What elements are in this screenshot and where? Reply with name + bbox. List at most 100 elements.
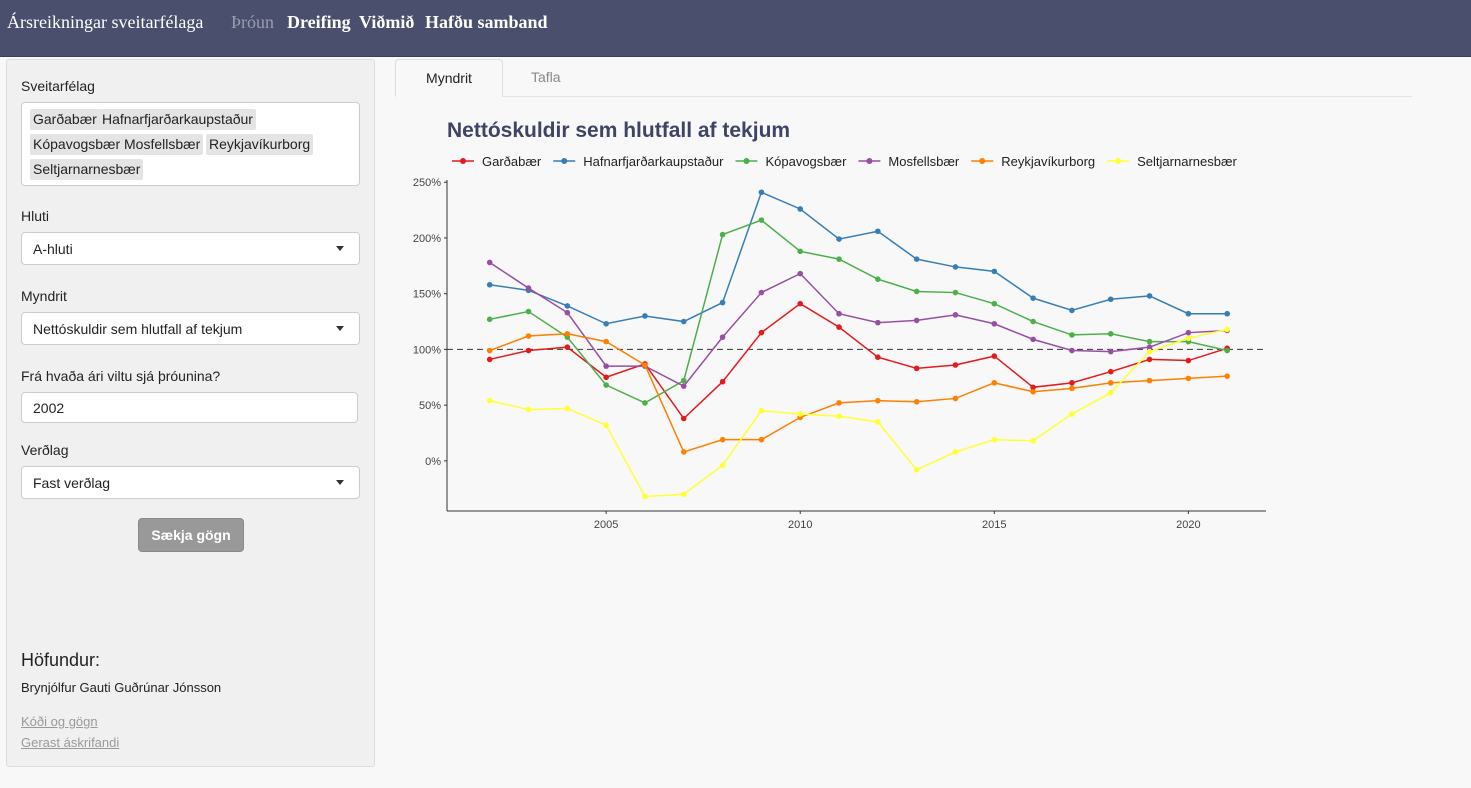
y-tick-label: 250% <box>413 177 441 189</box>
nav-item-throun[interactable]: Þróun <box>231 12 275 32</box>
data-point <box>486 316 493 323</box>
data-point <box>913 317 920 324</box>
data-point <box>991 436 998 443</box>
data-point <box>1146 344 1153 350</box>
data-point <box>525 406 532 413</box>
data-point <box>642 493 648 500</box>
data-point <box>875 276 881 282</box>
municipality-chip[interactable]: Mosfellsbær <box>121 134 204 155</box>
nav-item-vidmid[interactable]: Viðmið <box>359 12 415 32</box>
part-select[interactable]: A-hluti <box>21 232 360 265</box>
x-tick-label: 2010 <box>788 519 812 531</box>
municipality-chip[interactable]: Seltjarnarnesbær <box>30 159 144 180</box>
data-point <box>1069 385 1075 392</box>
data-point <box>564 344 571 350</box>
series-line <box>489 328 1228 498</box>
data-point <box>1107 390 1114 396</box>
data-point <box>1069 332 1075 338</box>
data-point <box>1107 380 1114 386</box>
data-point <box>1185 357 1192 364</box>
data-point <box>525 308 532 315</box>
data-point <box>952 395 959 402</box>
municipality-chip[interactable]: Reykjavíkurborg <box>206 134 314 155</box>
nav-item-dreifing[interactable]: Dreifing <box>287 12 351 32</box>
legend-entry: Mosfellsbær <box>888 154 959 169</box>
data-point <box>1224 373 1230 379</box>
data-point <box>1146 356 1153 363</box>
data-point <box>564 309 571 316</box>
plot-select[interactable]: Nettóskuldir sem hlutfall af tekjum <box>21 312 360 345</box>
data-point <box>1107 330 1114 337</box>
brand-title[interactable]: Ársreikningar sveitarfélaga <box>7 12 204 32</box>
data-point <box>913 398 920 405</box>
data-point <box>564 303 571 309</box>
series-line <box>489 219 1228 404</box>
subscribe-link[interactable]: Gerast áskrifandi <box>21 735 120 750</box>
data-point <box>603 338 609 345</box>
municipality-label: Sveitarfélag <box>21 78 95 94</box>
legend-marker <box>743 158 750 164</box>
data-point <box>1224 310 1230 317</box>
data-point <box>1224 347 1230 354</box>
data-point <box>642 400 648 406</box>
data-point <box>797 248 804 255</box>
data-point <box>486 259 493 266</box>
data-point <box>1185 375 1192 382</box>
code-data-link[interactable]: Kóði og gögn <box>21 714 98 729</box>
legend-entry: Garðabær <box>482 154 542 169</box>
data-point <box>1030 437 1036 444</box>
data-point <box>719 334 726 340</box>
year-input[interactable] <box>21 392 358 423</box>
data-point <box>603 320 609 327</box>
municipality-chip[interactable]: Kópavogsbær <box>30 134 124 155</box>
legend-entry: Seltjarnarnesbær <box>1137 154 1237 169</box>
data-point <box>952 264 959 270</box>
data-point <box>797 411 804 417</box>
data-point <box>758 436 765 443</box>
chart-title: Nettóskuldir sem hlutfall af tekjum <box>447 119 790 142</box>
data-point <box>875 397 881 404</box>
data-point <box>603 363 609 369</box>
price-label: Verðlag <box>21 442 69 458</box>
legend-entry: Hafnarfjarðarkaupstaður <box>583 154 724 169</box>
data-point <box>564 405 571 412</box>
data-point <box>952 362 959 368</box>
tab-myndrit[interactable]: Myndrit <box>395 59 503 97</box>
price-select[interactable]: Fast verðlag <box>21 466 360 499</box>
data-point <box>680 449 687 455</box>
data-point <box>1146 348 1153 355</box>
data-point <box>875 319 881 326</box>
y-tick-label: 100% <box>413 344 441 356</box>
data-point <box>1030 388 1036 395</box>
legend-marker <box>460 158 466 164</box>
municipality-chip[interactable]: Garðabær <box>30 109 100 130</box>
data-point <box>1030 336 1036 343</box>
data-point <box>758 217 765 223</box>
data-point <box>1146 293 1153 299</box>
data-point <box>680 415 687 422</box>
legend-marker <box>561 158 568 164</box>
legend-marker <box>1115 158 1122 164</box>
data-point <box>1069 307 1075 314</box>
nav-item-hafdu-samband[interactable]: Hafðu samband <box>425 12 548 32</box>
data-point <box>1107 348 1114 355</box>
fetch-data-button[interactable]: Sækja gögn <box>138 518 244 552</box>
data-point <box>486 397 493 404</box>
data-point <box>719 462 726 469</box>
municipality-chip[interactable]: Hafnarfjarðarkaupstaður <box>99 109 256 130</box>
part-label: Hluti <box>21 208 50 224</box>
data-point <box>797 270 804 277</box>
data-point <box>875 419 881 425</box>
sidebar-panel: Sveitarfélag Garðabær Hafnarfjarðarkaups… <box>6 59 375 767</box>
municipality-multiselect[interactable]: Garðabær Hafnarfjarðarkaupstaður Kópavog… <box>21 102 360 186</box>
tab-tafla[interactable]: Tafla <box>531 69 561 85</box>
navbar: Ársreikningar sveitarfélaga Þróun Dreifi… <box>0 0 1471 57</box>
data-point <box>758 329 765 336</box>
data-point <box>913 365 920 372</box>
data-point <box>836 256 842 262</box>
x-tick-label: 2005 <box>594 519 618 531</box>
chevron-down-icon <box>336 480 344 485</box>
data-point <box>1185 329 1192 336</box>
series-line <box>489 333 1228 453</box>
data-point <box>758 289 765 296</box>
